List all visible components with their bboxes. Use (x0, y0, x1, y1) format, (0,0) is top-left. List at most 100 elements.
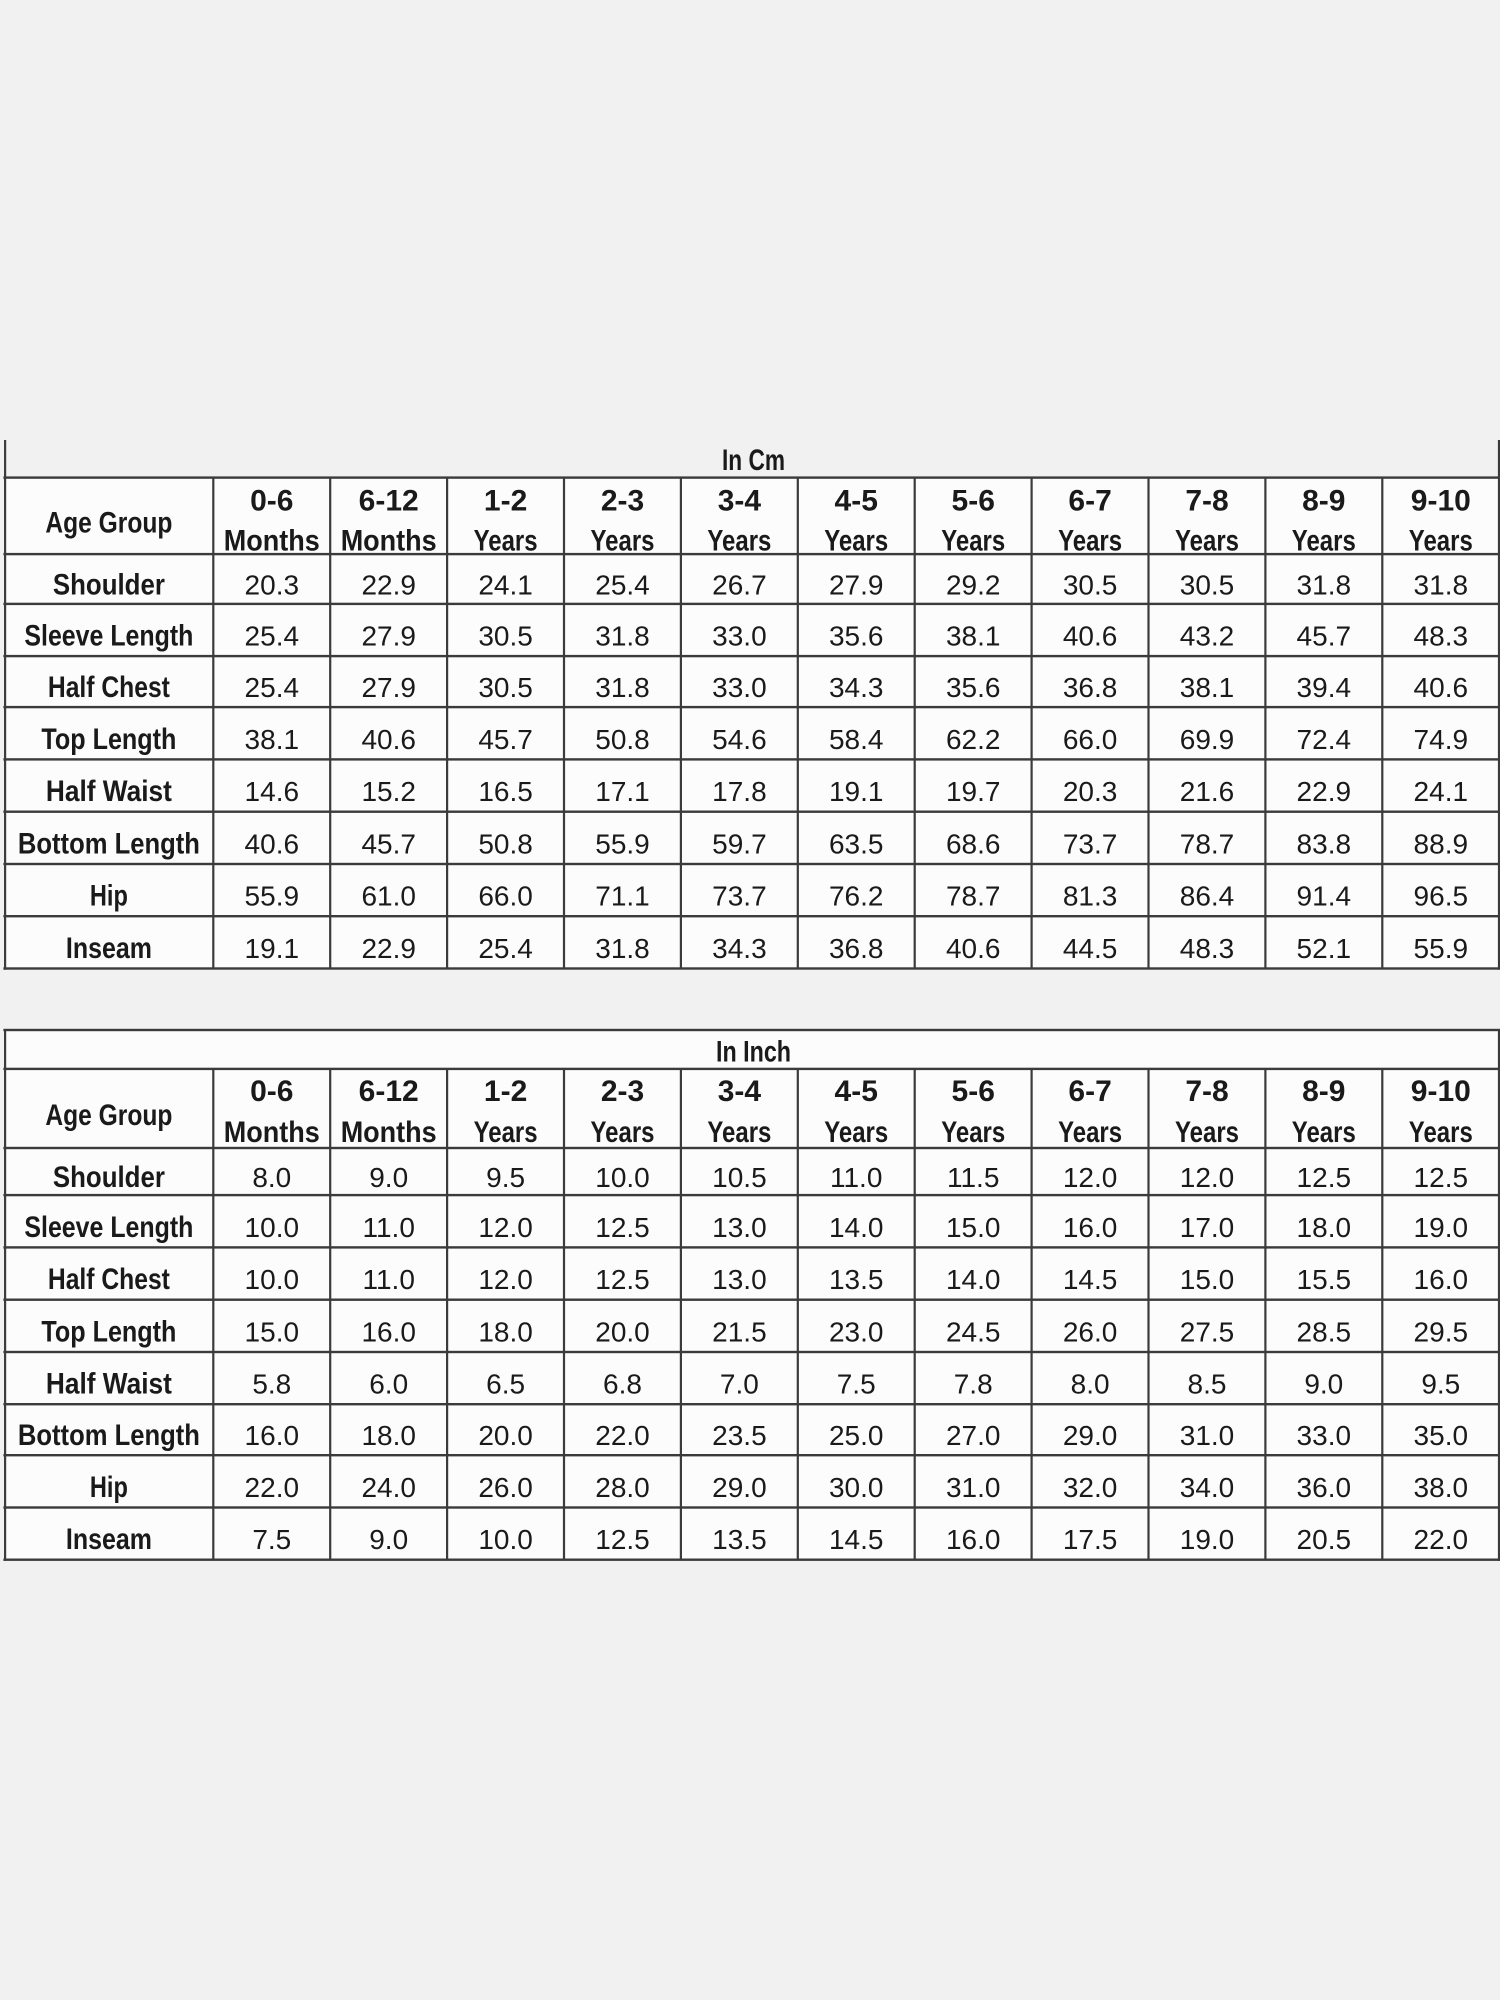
svg-text:27.9: 27.9 (361, 621, 416, 652)
svg-text:Years: Years (707, 1116, 771, 1149)
svg-text:Years: Years (1409, 1116, 1473, 1149)
svg-text:Months: Months (341, 1116, 437, 1149)
svg-text:9.5: 9.5 (1421, 1369, 1460, 1400)
svg-text:19.0: 19.0 (1414, 1212, 1469, 1243)
svg-text:Years: Years (1292, 525, 1356, 558)
svg-text:5-6: 5-6 (952, 1075, 995, 1108)
svg-text:16.0: 16.0 (361, 1316, 416, 1347)
svg-text:38.0: 38.0 (1414, 1472, 1469, 1503)
svg-text:Half Waist: Half Waist (46, 1368, 172, 1401)
svg-text:31.8: 31.8 (1414, 570, 1469, 601)
svg-text:Years: Years (824, 525, 888, 558)
svg-text:24.0: 24.0 (361, 1472, 416, 1503)
svg-text:88.9: 88.9 (1414, 828, 1469, 859)
svg-text:Half Waist: Half Waist (46, 775, 172, 808)
svg-text:17.8: 17.8 (712, 776, 767, 807)
svg-text:Sleeve Length: Sleeve Length (24, 1211, 193, 1244)
svg-text:31.8: 31.8 (1297, 570, 1352, 601)
svg-text:15.0: 15.0 (245, 1316, 300, 1347)
svg-text:8-9: 8-9 (1302, 485, 1345, 518)
svg-text:27.0: 27.0 (946, 1420, 1001, 1451)
svg-text:24.1: 24.1 (478, 570, 533, 601)
svg-text:69.9: 69.9 (1180, 724, 1235, 755)
svg-text:In Cm: In Cm (722, 444, 785, 477)
svg-text:35.6: 35.6 (946, 672, 1001, 703)
svg-text:9.0: 9.0 (369, 1524, 408, 1555)
svg-text:40.6: 40.6 (946, 933, 1001, 964)
svg-text:21.5: 21.5 (712, 1316, 767, 1347)
svg-text:Age Group: Age Group (45, 1099, 172, 1132)
svg-text:25.4: 25.4 (245, 621, 300, 652)
svg-text:15.5: 15.5 (1297, 1264, 1352, 1295)
svg-text:18.0: 18.0 (478, 1316, 533, 1347)
svg-text:18.0: 18.0 (1297, 1212, 1352, 1243)
svg-text:7.0: 7.0 (720, 1369, 759, 1400)
svg-text:23.0: 23.0 (829, 1316, 884, 1347)
svg-text:40.6: 40.6 (1063, 621, 1118, 652)
svg-text:1-2: 1-2 (484, 1075, 527, 1108)
svg-text:31.8: 31.8 (595, 672, 650, 703)
svg-text:50.8: 50.8 (478, 828, 533, 859)
svg-text:68.6: 68.6 (946, 828, 1001, 859)
svg-text:30.5: 30.5 (1063, 570, 1118, 601)
svg-text:36.8: 36.8 (1063, 672, 1118, 703)
svg-text:62.2: 62.2 (946, 724, 1001, 755)
svg-text:61.0: 61.0 (361, 881, 416, 912)
svg-text:31.0: 31.0 (946, 1472, 1001, 1503)
svg-text:29.2: 29.2 (946, 570, 1001, 601)
svg-text:22.0: 22.0 (245, 1472, 300, 1503)
svg-text:40.6: 40.6 (361, 724, 416, 755)
svg-text:5.8: 5.8 (252, 1369, 291, 1400)
svg-text:16.0: 16.0 (946, 1524, 1001, 1555)
svg-text:8.0: 8.0 (1071, 1369, 1110, 1400)
svg-text:Years: Years (707, 525, 771, 558)
svg-text:19.0: 19.0 (1180, 1524, 1235, 1555)
svg-text:27.9: 27.9 (829, 570, 884, 601)
svg-text:6.0: 6.0 (369, 1369, 408, 1400)
svg-text:9.5: 9.5 (486, 1162, 525, 1193)
svg-text:73.7: 73.7 (712, 881, 767, 912)
svg-text:14.6: 14.6 (245, 776, 300, 807)
svg-text:0-6: 0-6 (250, 1075, 293, 1108)
svg-text:19.7: 19.7 (946, 776, 1001, 807)
svg-text:7-8: 7-8 (1185, 1075, 1228, 1108)
svg-text:16.0: 16.0 (245, 1420, 300, 1451)
svg-text:35.0: 35.0 (1414, 1420, 1469, 1451)
svg-text:13.0: 13.0 (712, 1264, 767, 1295)
svg-text:54.6: 54.6 (712, 724, 767, 755)
svg-text:4-5: 4-5 (835, 485, 878, 518)
svg-text:50.8: 50.8 (595, 724, 650, 755)
svg-text:16.5: 16.5 (478, 776, 533, 807)
svg-text:31.8: 31.8 (595, 933, 650, 964)
svg-text:7.8: 7.8 (954, 1369, 993, 1400)
svg-text:28.0: 28.0 (595, 1472, 650, 1503)
svg-text:73.7: 73.7 (1063, 828, 1118, 859)
svg-text:83.8: 83.8 (1297, 828, 1352, 859)
svg-text:Months: Months (224, 1116, 320, 1149)
svg-text:24.1: 24.1 (1414, 776, 1469, 807)
svg-text:78.7: 78.7 (1180, 828, 1235, 859)
svg-text:40.6: 40.6 (245, 828, 300, 859)
svg-text:36.8: 36.8 (829, 933, 884, 964)
svg-text:12.5: 12.5 (595, 1264, 650, 1295)
svg-text:Years: Years (941, 1116, 1005, 1149)
svg-text:17.0: 17.0 (1180, 1212, 1235, 1243)
svg-text:10.0: 10.0 (595, 1162, 650, 1193)
svg-text:9-10: 9-10 (1411, 1075, 1471, 1108)
svg-text:11.0: 11.0 (830, 1162, 882, 1193)
svg-text:13.5: 13.5 (829, 1264, 884, 1295)
svg-text:12.5: 12.5 (1297, 1162, 1352, 1193)
svg-text:Bottom Length: Bottom Length (18, 827, 200, 860)
svg-text:16.0: 16.0 (1063, 1212, 1118, 1243)
svg-text:12.5: 12.5 (595, 1524, 650, 1555)
svg-text:29.0: 29.0 (712, 1472, 767, 1503)
svg-text:25.4: 25.4 (595, 570, 650, 601)
svg-text:3-4: 3-4 (718, 485, 762, 518)
svg-text:Bottom Length: Bottom Length (18, 1419, 200, 1452)
svg-text:3-4: 3-4 (718, 1075, 762, 1108)
svg-text:14.5: 14.5 (829, 1524, 884, 1555)
svg-text:25.4: 25.4 (245, 672, 300, 703)
svg-text:Top Length: Top Length (41, 723, 176, 756)
svg-text:6-12: 6-12 (359, 485, 419, 518)
svg-text:16.0: 16.0 (1414, 1264, 1469, 1295)
